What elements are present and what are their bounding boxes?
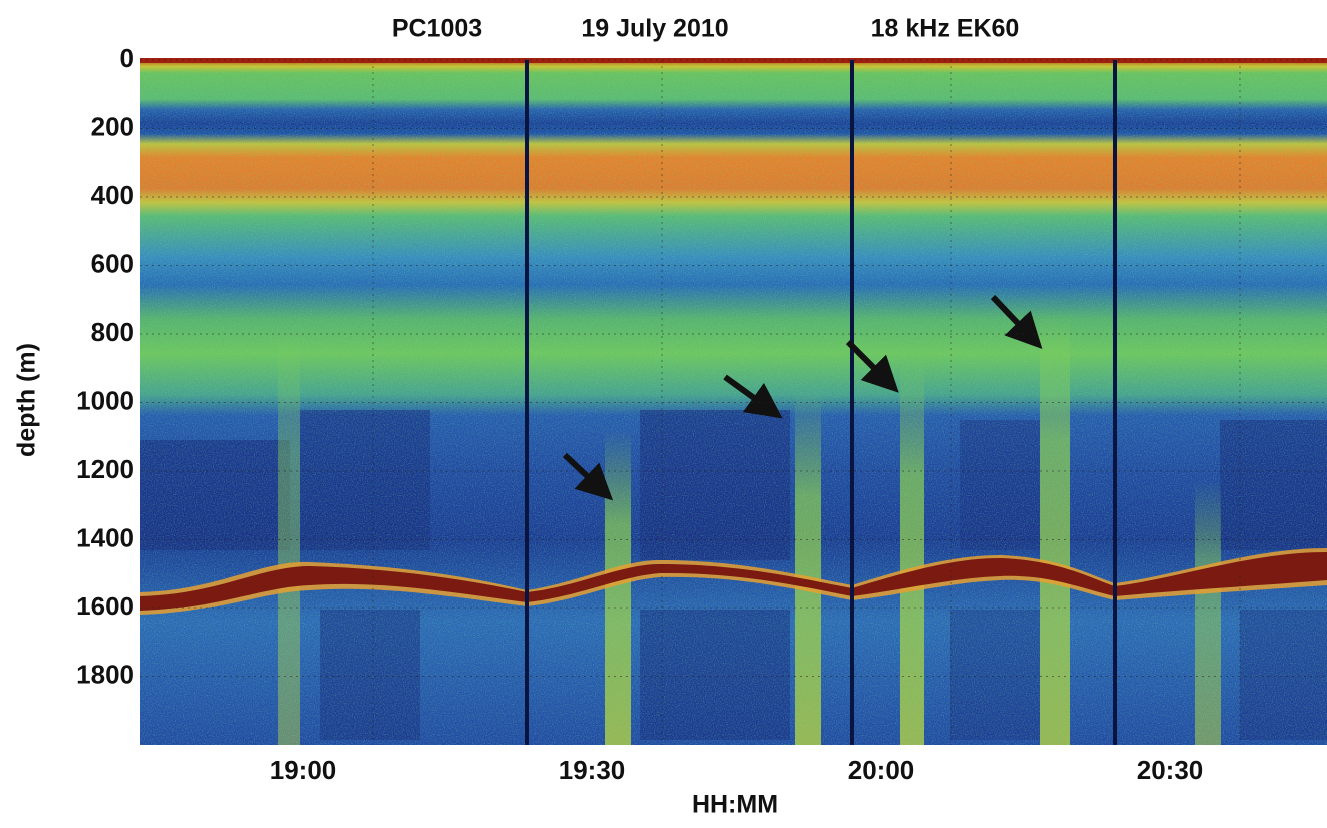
x-tick-label: 20:00	[848, 755, 915, 785]
title-date: 19 July 2010	[581, 15, 728, 43]
y-tick-label: 800	[91, 317, 134, 347]
y-tick-label: 400	[91, 180, 134, 210]
y-tick-label: 1000	[76, 385, 134, 415]
y-tick-label: 200	[91, 111, 134, 141]
y-tick-label: 1200	[76, 454, 134, 484]
x-tick-label: 19:30	[559, 755, 626, 785]
y-tick-label: 1400	[76, 522, 134, 552]
title-cruise: PC1003	[392, 15, 482, 43]
y-axis-label: depth (m)	[13, 343, 41, 457]
x-tick-label: 19:00	[270, 755, 337, 785]
y-tick-label: 1600	[76, 591, 134, 621]
y-tick-label: 1800	[76, 659, 134, 689]
grid	[140, 59, 1327, 745]
x-axis-label: HH:MM	[692, 791, 778, 819]
echogram-image	[140, 58, 1327, 745]
x-tick-label: 20:30	[1137, 755, 1204, 785]
y-tick-label: 600	[91, 248, 134, 278]
y-tick-label: 0	[120, 43, 134, 73]
title-instrument: 18 kHz EK60	[871, 15, 1020, 43]
